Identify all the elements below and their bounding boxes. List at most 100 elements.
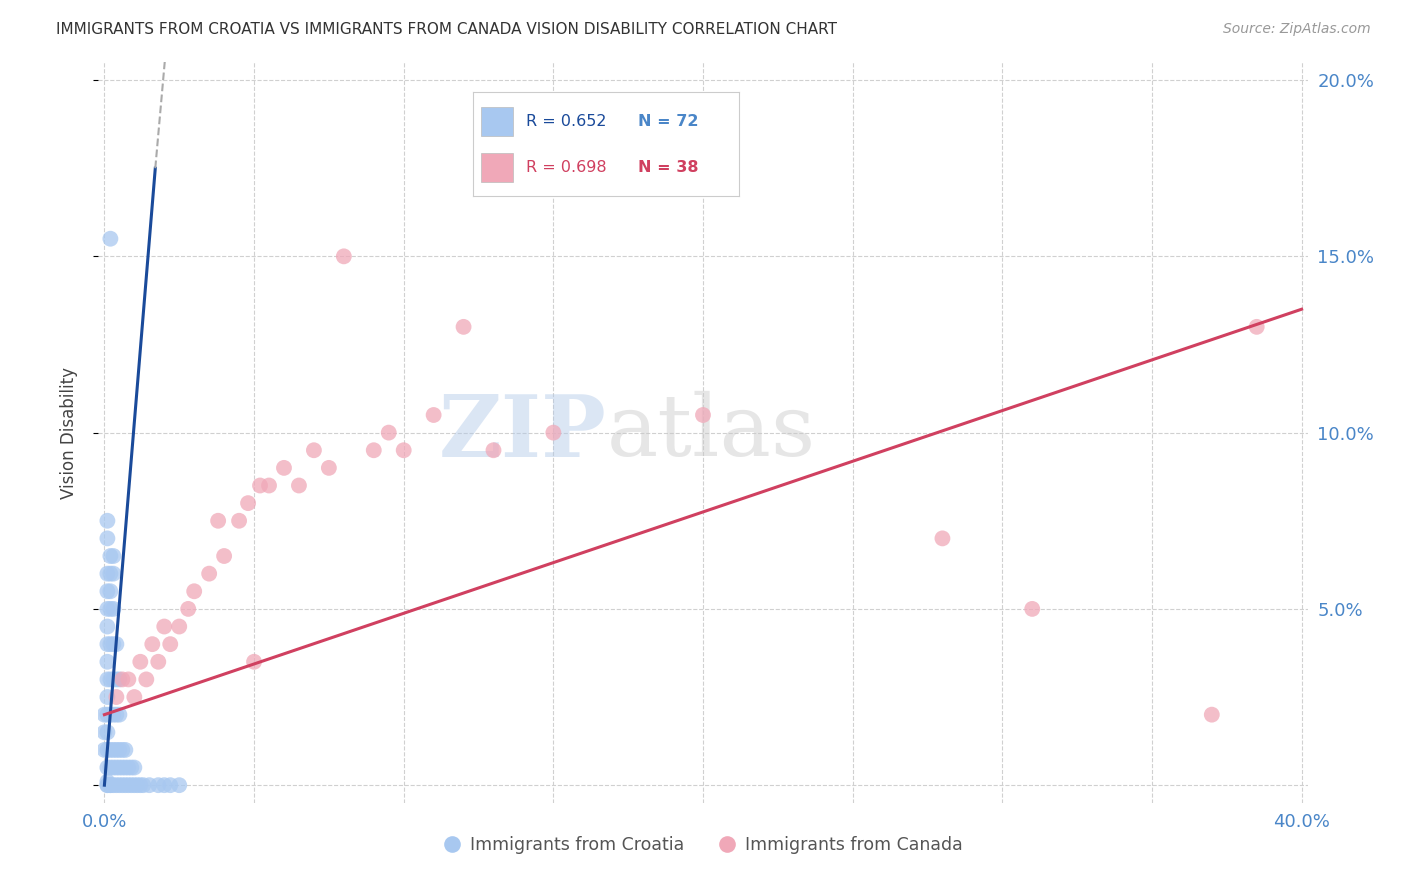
Point bbox=[103, 549, 125, 563]
Point bbox=[96, 778, 118, 792]
Text: atlas: atlas bbox=[606, 391, 815, 475]
Point bbox=[392, 443, 415, 458]
Point bbox=[363, 443, 385, 458]
Point bbox=[105, 760, 128, 774]
Point bbox=[96, 760, 118, 774]
Point bbox=[117, 760, 139, 774]
Point bbox=[120, 778, 142, 792]
Point bbox=[183, 584, 205, 599]
Point bbox=[127, 778, 149, 792]
Point bbox=[96, 655, 118, 669]
Point bbox=[1246, 319, 1268, 334]
Y-axis label: Vision Disability: Vision Disability bbox=[59, 367, 77, 499]
Point bbox=[96, 690, 118, 704]
Point bbox=[100, 707, 122, 722]
Point bbox=[159, 778, 181, 792]
Point bbox=[100, 566, 122, 581]
Point bbox=[120, 760, 142, 774]
Point bbox=[103, 637, 125, 651]
Point bbox=[111, 673, 134, 687]
Point bbox=[148, 655, 170, 669]
Point bbox=[103, 566, 125, 581]
Point bbox=[129, 655, 152, 669]
Point bbox=[124, 778, 146, 792]
Point bbox=[96, 514, 118, 528]
Point bbox=[333, 249, 356, 263]
Point bbox=[114, 760, 136, 774]
Point bbox=[96, 707, 118, 722]
Point bbox=[273, 461, 295, 475]
Point bbox=[93, 743, 115, 757]
Point bbox=[100, 778, 122, 792]
Point bbox=[377, 425, 399, 440]
Point bbox=[96, 774, 118, 789]
Point bbox=[249, 478, 271, 492]
Point bbox=[111, 778, 134, 792]
Point bbox=[1201, 707, 1223, 722]
Point bbox=[692, 408, 714, 422]
Point bbox=[108, 743, 131, 757]
Point bbox=[138, 778, 160, 792]
Point bbox=[1021, 602, 1043, 616]
Point bbox=[100, 602, 122, 616]
Point bbox=[422, 408, 444, 422]
Point bbox=[103, 743, 125, 757]
Legend: Immigrants from Croatia, Immigrants from Canada: Immigrants from Croatia, Immigrants from… bbox=[437, 829, 969, 861]
Point bbox=[236, 496, 259, 510]
Point bbox=[108, 673, 131, 687]
Point bbox=[103, 707, 125, 722]
Point bbox=[96, 602, 118, 616]
Point bbox=[108, 707, 131, 722]
Point bbox=[931, 532, 953, 546]
Point bbox=[100, 549, 122, 563]
Point bbox=[288, 478, 311, 492]
Point bbox=[105, 778, 128, 792]
Point bbox=[103, 760, 125, 774]
Point bbox=[96, 673, 118, 687]
Point bbox=[100, 743, 122, 757]
Point bbox=[177, 602, 200, 616]
Point bbox=[96, 532, 118, 546]
Point bbox=[153, 778, 176, 792]
Point bbox=[114, 778, 136, 792]
Point bbox=[93, 707, 115, 722]
Point bbox=[96, 778, 118, 792]
Point bbox=[243, 655, 266, 669]
Point bbox=[132, 778, 155, 792]
Point bbox=[103, 778, 125, 792]
Point bbox=[159, 637, 181, 651]
Point bbox=[135, 673, 157, 687]
Point bbox=[105, 707, 128, 722]
Point bbox=[103, 602, 125, 616]
Point bbox=[124, 690, 146, 704]
Point bbox=[111, 743, 134, 757]
Point bbox=[108, 778, 131, 792]
Point bbox=[100, 232, 122, 246]
Text: Source: ZipAtlas.com: Source: ZipAtlas.com bbox=[1223, 22, 1371, 37]
Point bbox=[167, 619, 190, 633]
Point bbox=[105, 690, 128, 704]
Text: ZIP: ZIP bbox=[439, 391, 606, 475]
Point bbox=[100, 778, 122, 792]
Point bbox=[141, 637, 163, 651]
Point bbox=[111, 760, 134, 774]
Point bbox=[108, 760, 131, 774]
Point bbox=[96, 566, 118, 581]
Point bbox=[96, 584, 118, 599]
Point bbox=[207, 514, 229, 528]
Point bbox=[117, 778, 139, 792]
Point bbox=[96, 637, 118, 651]
Point bbox=[100, 584, 122, 599]
Point bbox=[167, 778, 190, 792]
Point bbox=[96, 725, 118, 739]
Point bbox=[148, 778, 170, 792]
Point bbox=[453, 319, 475, 334]
Point bbox=[212, 549, 235, 563]
Point bbox=[114, 743, 136, 757]
Point bbox=[100, 760, 122, 774]
Point bbox=[318, 461, 340, 475]
Point bbox=[105, 637, 128, 651]
Point bbox=[302, 443, 325, 458]
Point bbox=[105, 743, 128, 757]
Point bbox=[100, 673, 122, 687]
